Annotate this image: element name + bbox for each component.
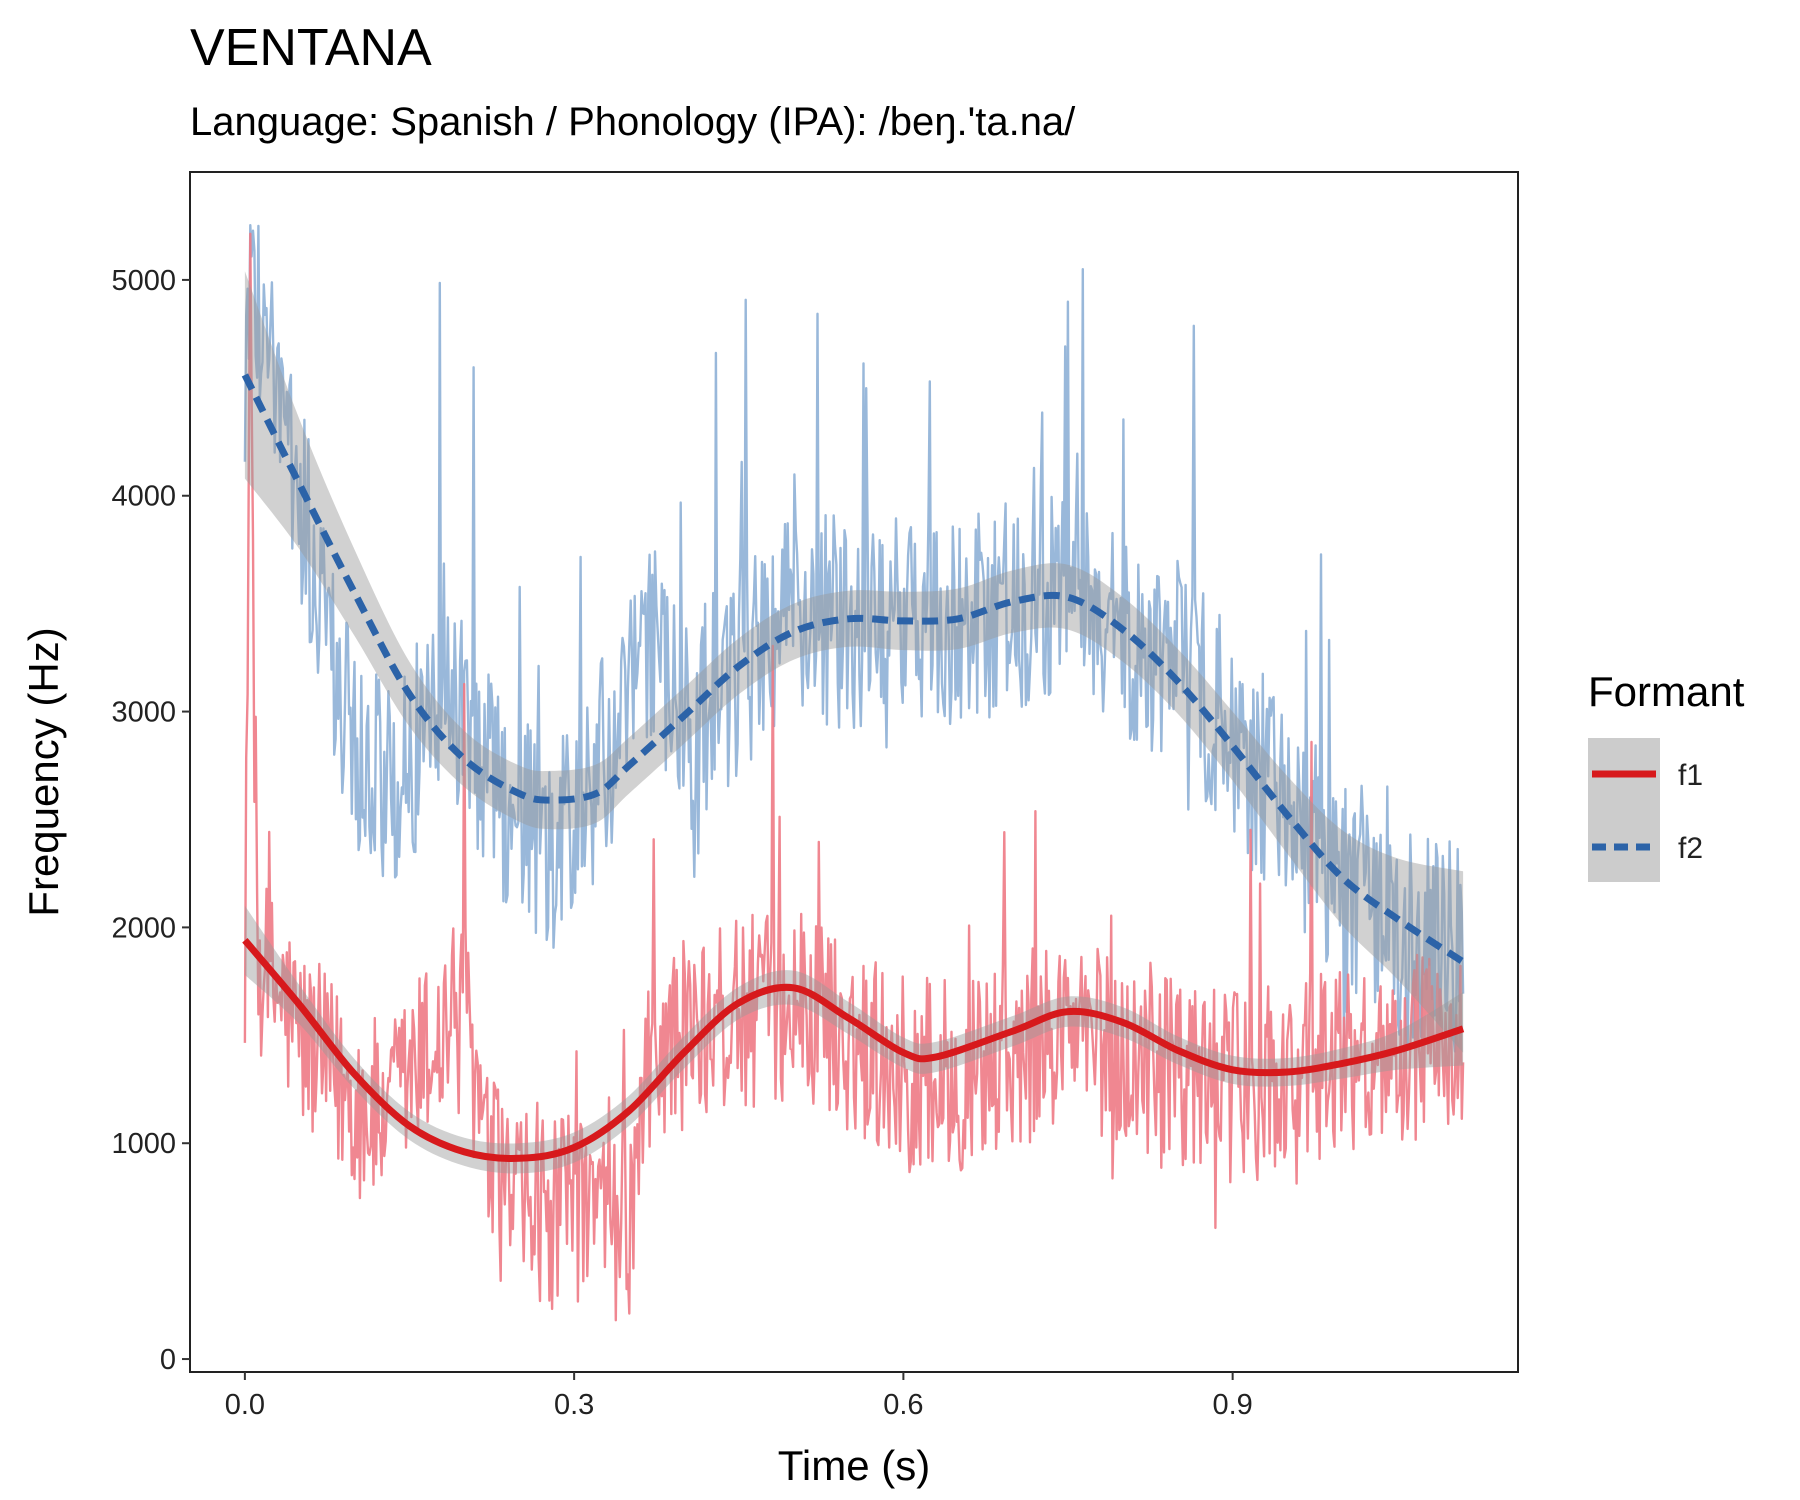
y-axis: 0 1000 2000 3000 4000 5000 xyxy=(111,265,190,1376)
x-tick-label: 0.9 xyxy=(1212,1389,1252,1421)
legend-label-f2: f2 xyxy=(1678,832,1703,865)
x-tick-label: 0.0 xyxy=(225,1389,265,1421)
y-tick-label: 1000 xyxy=(111,1128,176,1160)
x-axis-title: Time (s) xyxy=(778,1442,930,1489)
legend-label-f1: f1 xyxy=(1678,759,1703,792)
raw-trace-f2 xyxy=(243,224,1465,1061)
x-tick-label: 0.3 xyxy=(554,1389,594,1421)
smooth-line-f1 xyxy=(242,938,1465,1162)
y-axis-title: Frequency (Hz) xyxy=(20,627,67,916)
legend-key-background xyxy=(1588,738,1660,882)
y-tick-label: 0 xyxy=(160,1344,176,1376)
chart-subtitle: Language: Spanish / Phonology (IPA): /be… xyxy=(190,100,1076,144)
raw-trace-f1 xyxy=(243,232,1465,1322)
plot-area xyxy=(241,224,1466,1322)
y-tick-label: 3000 xyxy=(111,697,176,729)
plot-border xyxy=(189,171,1519,1373)
y-tick-label: 5000 xyxy=(111,265,176,297)
chart-title: VENTANA xyxy=(190,19,432,77)
plot-content xyxy=(241,224,1466,1322)
legend: Formant f1 f2 xyxy=(1588,668,1745,882)
y-tick-label: 2000 xyxy=(111,912,176,944)
y-tick-label: 4000 xyxy=(111,481,176,513)
x-tick-label: 0.6 xyxy=(883,1389,923,1421)
legend-title: Formant xyxy=(1588,668,1745,715)
x-axis: 0.0 0.3 0.6 0.9 xyxy=(225,1372,1253,1421)
